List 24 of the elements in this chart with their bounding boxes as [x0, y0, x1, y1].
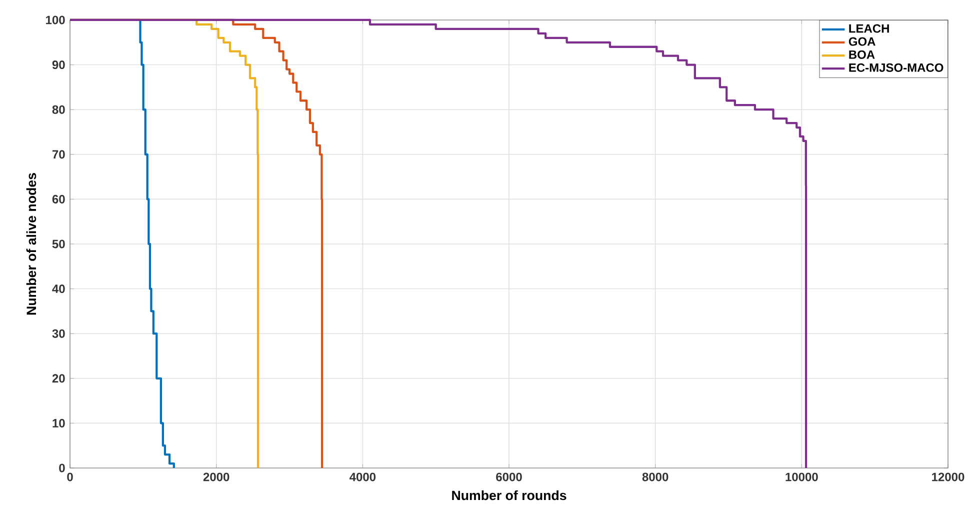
x-axis-title: Number of rounds [452, 490, 566, 500]
y-tick-label: 0 [59, 464, 65, 472]
x-tick-label: 6000 [496, 472, 522, 482]
x-tick-label: 2000 [203, 472, 230, 482]
y-tick-label: 90 [52, 60, 65, 70]
y-tick-label: 100 [46, 16, 65, 24]
y-tick-label: 20 [52, 374, 65, 383]
legend-label: LEACH [849, 24, 889, 33]
x-tick-label: 0 [67, 472, 73, 482]
legend-label: GOA [848, 37, 876, 46]
y-tick-label: 50 [52, 240, 65, 248]
x-tick-label: 4000 [350, 472, 376, 482]
x-tick-label: 8000 [642, 472, 668, 482]
x-tick-label: 10000 [786, 472, 818, 482]
y-tick-label: 60 [52, 194, 65, 204]
legend-label: BOA [849, 50, 875, 59]
y-tick-label: 30 [52, 329, 65, 338]
y-tick-label: 80 [52, 105, 65, 114]
y-axis-title: Number of alive nodes [26, 173, 36, 315]
y-tick-label: 70 [52, 150, 65, 159]
y-tick-label: 10 [52, 418, 65, 428]
y-tick-label: 40 [52, 284, 65, 294]
legend-label: EC-MJSO-MACO [849, 63, 944, 72]
x-tick-label: 12000 [932, 472, 964, 482]
